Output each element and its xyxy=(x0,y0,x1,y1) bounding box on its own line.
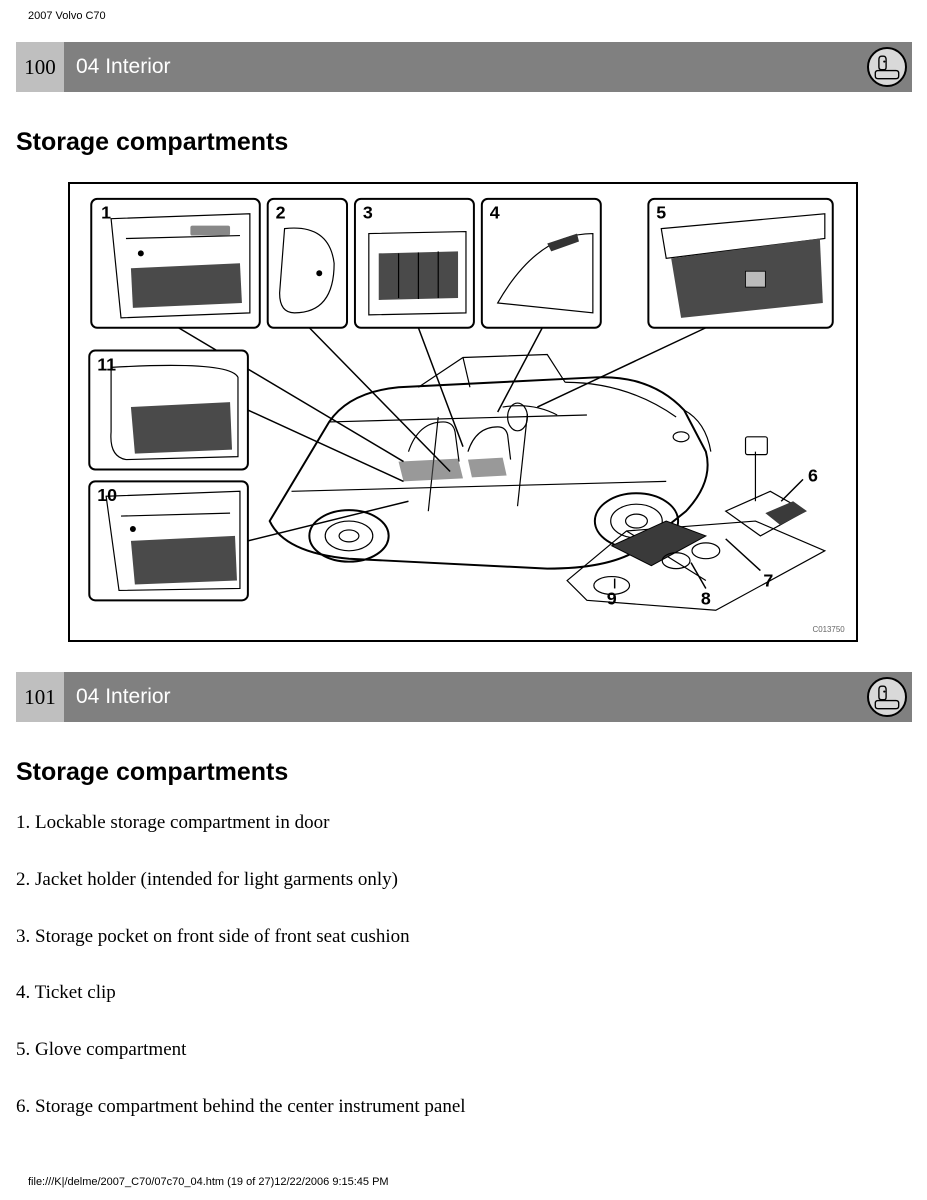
list-item: 3. Storage pocket on front side of front… xyxy=(16,926,466,949)
leader-lines xyxy=(178,328,803,589)
section-title: 04 Interior xyxy=(64,672,862,722)
label-8: 8 xyxy=(701,588,711,608)
doc-footer: file:///K|/delme/2007_C70/07c70_04.htm (… xyxy=(28,1176,389,1188)
list-item: 6. Storage compartment behind the center… xyxy=(16,1096,466,1119)
label-6: 6 xyxy=(808,465,818,485)
seat-icon xyxy=(867,677,907,717)
list-item: 1. Lockable storage compartment in door xyxy=(16,812,466,835)
section-bar-101: 101 04 Interior xyxy=(16,672,912,722)
seat-icon xyxy=(867,47,907,87)
svg-text:11: 11 xyxy=(97,354,116,374)
svg-text:4: 4 xyxy=(490,203,500,223)
list-item: 5. Glove compartment xyxy=(16,1039,466,1062)
storage-diagram: 1 2 3 4 xyxy=(68,182,858,642)
svg-text:3: 3 xyxy=(363,203,373,223)
diagram-code: C013750 xyxy=(812,625,845,634)
doc-header: 2007 Volvo C70 xyxy=(28,10,106,22)
page-title: Storage compartments xyxy=(16,128,288,157)
callout-4: 4 xyxy=(482,199,601,328)
callout-3: 3 xyxy=(355,199,474,328)
section-title: 04 Interior xyxy=(64,42,862,92)
svg-text:5: 5 xyxy=(656,203,666,223)
callout-2: 2 xyxy=(268,199,347,328)
svg-text:1: 1 xyxy=(101,203,111,223)
label-7: 7 xyxy=(763,570,773,590)
svg-text:2: 2 xyxy=(276,203,286,223)
list-item: 4. Ticket clip xyxy=(16,982,466,1005)
section-icon-box xyxy=(862,42,912,92)
callout-10: 10 xyxy=(89,481,248,600)
section-bar-100: 100 04 Interior xyxy=(16,42,912,92)
callout-5: 5 xyxy=(648,199,832,328)
page-number: 101 xyxy=(16,672,64,722)
console-detail xyxy=(567,437,825,610)
page-number: 100 xyxy=(16,42,64,92)
callout-1: 1 xyxy=(91,199,260,328)
storage-list: 1. Lockable storage compartment in door … xyxy=(16,812,466,1153)
callout-11: 11 xyxy=(89,351,248,470)
page-title: Storage compartments xyxy=(16,758,288,787)
list-item: 2. Jacket holder (intended for light gar… xyxy=(16,869,466,892)
label-9: 9 xyxy=(607,588,617,608)
section-icon-box xyxy=(862,672,912,722)
